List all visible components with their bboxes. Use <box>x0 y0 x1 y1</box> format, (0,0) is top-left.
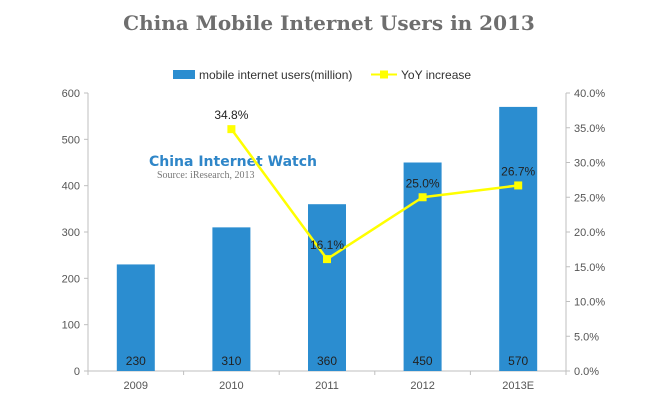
right-tick-label: 5.0% <box>574 331 599 343</box>
right-tick-label: 0.0% <box>574 366 599 378</box>
yoy-point <box>514 181 523 190</box>
x-tick-label: 2010 <box>219 380 243 392</box>
left-tick-label: 400 <box>62 181 80 193</box>
right-tick-label: 25.0% <box>574 192 605 204</box>
x-tick-label: 2009 <box>124 380 148 392</box>
bar-series: 230 310 360 450 570 <box>116 106 538 372</box>
yoy-point-label: 16.1% <box>310 238 344 252</box>
left-axis-ticks: 0 100 200 300 400 500 600 <box>62 88 88 378</box>
bar <box>116 264 155 371</box>
bar-value-label: 360 <box>317 354 337 368</box>
x-tick-label: 2013E <box>502 380 534 392</box>
left-tick-label: 300 <box>62 227 80 239</box>
bar-value-label: 450 <box>413 354 433 368</box>
watermark-source: Source: iResearch, 2013 <box>157 170 254 181</box>
legend-label-users: mobile internet users(million) <box>199 68 352 82</box>
left-tick-label: 0 <box>74 366 80 378</box>
bar <box>308 204 346 371</box>
right-tick-label: 10.0% <box>574 297 605 309</box>
yoy-point-label: 25.0% <box>406 176 440 190</box>
yoy-point <box>323 255 331 264</box>
yoy-point <box>418 193 427 202</box>
bar-value-label: 230 <box>126 354 146 368</box>
yoy-point-label: 34.8% <box>214 108 248 122</box>
x-axis-ticks: 2009 2010 2011 2012 2013E <box>87 371 567 392</box>
bar-value-label: 570 <box>508 354 528 368</box>
right-axis-ticks: 0.0% 5.0% 10.0% 15.0% 20.0% 25.0% 30.0% 35.0% 40… <box>566 88 605 378</box>
right-tick-label: 40.0% <box>574 88 605 100</box>
bar <box>212 227 251 371</box>
line-series: 34.8% 16.1% 25.0% 26.7% <box>214 108 536 264</box>
legend-swatch-users <box>173 70 195 79</box>
x-tick-label: 2012 <box>410 380 434 392</box>
right-tick-label: 35.0% <box>574 123 605 135</box>
yoy-point <box>227 125 236 134</box>
bar-value-label: 310 <box>221 354 241 368</box>
legend-marker-yoy <box>380 70 388 79</box>
right-tick-label: 15.0% <box>574 262 605 274</box>
x-tick-label: 2011 <box>315 380 339 392</box>
yoy-point-label: 26.7% <box>501 164 535 178</box>
yoy-line <box>230 128 519 261</box>
right-tick-label: 30.0% <box>574 158 605 170</box>
left-tick-label: 600 <box>62 88 80 100</box>
right-tick-label: 20.0% <box>574 227 605 239</box>
bar <box>499 106 538 372</box>
left-tick-label: 200 <box>62 273 80 285</box>
legend: mobile internet users(million) YoY incre… <box>173 68 471 82</box>
left-tick-label: 100 <box>62 320 80 332</box>
left-tick-label: 500 <box>62 134 80 146</box>
watermark-title: China Internet Watch <box>149 154 317 170</box>
chart-title: China Mobile Internet Users in 2013 <box>123 11 535 35</box>
legend-label-yoy: YoY increase <box>401 68 471 82</box>
